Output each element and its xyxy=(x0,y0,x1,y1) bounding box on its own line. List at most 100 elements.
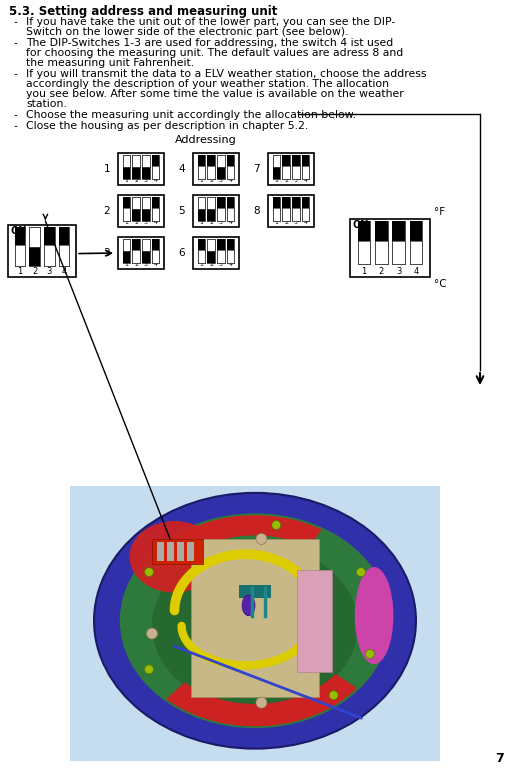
Text: 3: 3 xyxy=(47,267,52,275)
Text: 2: 2 xyxy=(32,267,37,275)
Text: 1: 1 xyxy=(17,267,23,275)
Bar xyxy=(227,209,234,221)
Bar xyxy=(218,196,224,221)
Bar xyxy=(152,155,159,166)
Ellipse shape xyxy=(366,649,374,659)
Bar xyxy=(292,166,300,179)
Text: Addressing: Addressing xyxy=(175,135,237,145)
Text: 1: 1 xyxy=(199,220,203,226)
Bar xyxy=(122,196,130,221)
Bar xyxy=(358,220,370,241)
Ellipse shape xyxy=(146,628,158,639)
Bar xyxy=(410,220,422,264)
Bar xyxy=(302,166,309,179)
Text: 2: 2 xyxy=(103,206,110,216)
Bar xyxy=(122,155,130,179)
Text: 4: 4 xyxy=(413,267,418,275)
Bar xyxy=(15,226,25,245)
Text: 1: 1 xyxy=(199,179,203,183)
Bar xyxy=(122,168,130,179)
Bar xyxy=(207,166,215,179)
Bar xyxy=(227,166,234,179)
Bar xyxy=(358,241,370,264)
Ellipse shape xyxy=(152,544,358,707)
Bar xyxy=(283,196,290,221)
Bar xyxy=(239,585,271,598)
Bar xyxy=(152,539,203,564)
Text: 3: 3 xyxy=(294,220,298,226)
Text: 3: 3 xyxy=(144,220,148,226)
Bar xyxy=(302,155,309,179)
Polygon shape xyxy=(167,675,356,726)
Text: 5: 5 xyxy=(178,206,185,216)
Text: 4: 4 xyxy=(304,220,308,226)
Text: 3: 3 xyxy=(144,179,148,183)
Bar xyxy=(152,166,159,179)
Bar xyxy=(177,542,184,561)
Text: you see below. After some time the value is available on the weather: you see below. After some time the value… xyxy=(26,89,404,99)
Text: °F: °F xyxy=(434,207,445,217)
Bar xyxy=(152,239,159,264)
Text: 1: 1 xyxy=(274,179,278,183)
Bar xyxy=(272,196,280,209)
Bar xyxy=(207,196,215,221)
Text: -: - xyxy=(13,69,17,79)
Bar xyxy=(218,155,224,168)
Text: 1: 1 xyxy=(361,267,367,275)
Bar xyxy=(207,209,215,221)
Bar xyxy=(59,245,69,266)
Text: 1: 1 xyxy=(274,220,278,226)
Text: 4: 4 xyxy=(154,179,158,183)
Bar xyxy=(292,155,300,166)
Bar xyxy=(59,226,69,245)
Bar xyxy=(207,155,215,179)
Bar xyxy=(29,226,40,266)
Text: 4: 4 xyxy=(154,220,158,226)
Text: If you have take the unit out of the lower part, you can see the DIP-: If you have take the unit out of the low… xyxy=(26,17,395,27)
Text: °C: °C xyxy=(434,279,446,289)
Bar xyxy=(268,195,314,227)
Text: 1: 1 xyxy=(199,263,203,267)
Bar xyxy=(152,209,159,221)
Bar xyxy=(59,226,69,266)
Bar xyxy=(207,251,215,264)
Bar xyxy=(193,153,239,185)
Bar xyxy=(272,196,280,221)
Bar xyxy=(227,196,234,209)
Bar xyxy=(15,245,25,266)
Text: 4: 4 xyxy=(61,267,67,275)
Bar xyxy=(302,155,309,166)
Bar xyxy=(392,220,405,264)
Bar xyxy=(283,166,290,179)
Bar xyxy=(142,155,150,179)
Bar xyxy=(133,155,140,168)
Ellipse shape xyxy=(130,521,220,593)
Bar xyxy=(193,195,239,227)
Bar xyxy=(152,250,159,264)
Bar xyxy=(198,209,205,221)
Text: 2: 2 xyxy=(284,179,288,183)
Bar xyxy=(410,241,422,264)
Text: the measuring unit Fahrenheit.: the measuring unit Fahrenheit. xyxy=(26,58,194,68)
Text: 6: 6 xyxy=(178,248,185,258)
Bar xyxy=(187,542,195,561)
Bar xyxy=(198,196,205,221)
Text: 7: 7 xyxy=(495,752,504,765)
Bar xyxy=(118,153,164,185)
Bar xyxy=(218,239,224,264)
Text: ON: ON xyxy=(352,220,369,230)
Bar xyxy=(272,168,280,179)
Text: 4: 4 xyxy=(154,263,158,267)
Text: -: - xyxy=(13,121,17,131)
Bar xyxy=(133,196,140,209)
Bar xyxy=(133,209,140,221)
Text: Choose the measuring unit accordingly the allocation below.: Choose the measuring unit accordingly th… xyxy=(26,110,356,120)
Text: 3: 3 xyxy=(396,267,401,275)
Text: 1: 1 xyxy=(103,164,110,174)
Bar xyxy=(283,196,290,209)
Text: 1: 1 xyxy=(124,263,128,267)
Bar xyxy=(283,209,290,221)
Bar xyxy=(167,542,174,561)
Text: 3: 3 xyxy=(219,263,223,267)
Text: 2: 2 xyxy=(379,267,384,275)
